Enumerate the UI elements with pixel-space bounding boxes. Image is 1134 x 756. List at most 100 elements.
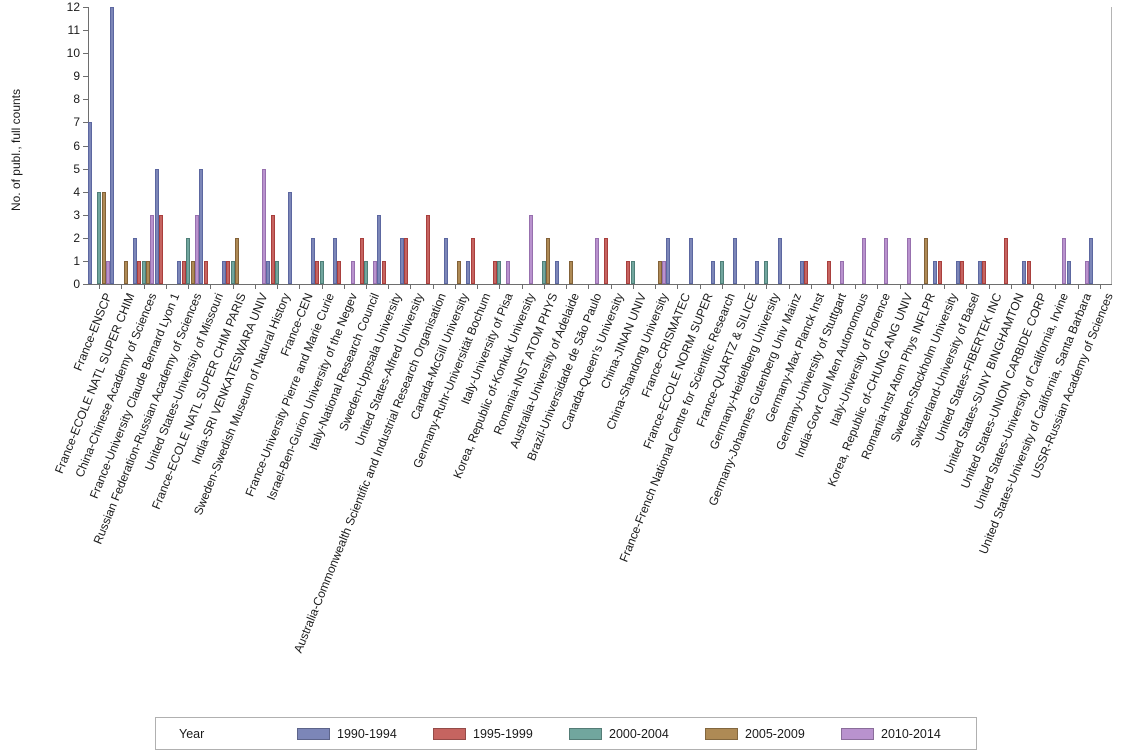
- x-tick-mark: [655, 285, 657, 289]
- x-tick-mark: [99, 285, 101, 289]
- bar: [457, 260, 462, 284]
- x-tick-mark: [899, 285, 901, 289]
- x-tick-mark: [1099, 285, 1101, 289]
- bar: [497, 260, 502, 284]
- bar: [310, 237, 315, 284]
- x-tick-mark: [766, 285, 768, 289]
- bar: [595, 237, 600, 284]
- bar: [1088, 237, 1093, 284]
- bar: [377, 214, 382, 284]
- y-tick-label: 0: [73, 277, 80, 291]
- bar: [982, 260, 987, 284]
- bar: [275, 260, 280, 284]
- bar: [937, 260, 942, 284]
- x-tick-mark: [788, 285, 790, 289]
- x-tick-mark: [499, 285, 501, 289]
- bar: [541, 260, 546, 284]
- legend-swatch: [705, 727, 738, 740]
- x-tick-mark: [699, 285, 701, 289]
- x-tick-mark: [833, 285, 834, 289]
- x-tick-mark: [210, 285, 212, 289]
- bar: [528, 214, 533, 284]
- x-tick-mark: [1010, 285, 1012, 289]
- bar: [1062, 237, 1067, 284]
- legend-item: 2010-2014: [841, 727, 977, 741]
- x-tick-mark: [877, 285, 879, 289]
- y-tick-label: 7: [73, 115, 80, 130]
- x-tick-mark: [1033, 285, 1035, 289]
- y-tick-mark: [83, 260, 88, 262]
- y-tick-label: 2: [73, 230, 80, 245]
- bar: [906, 237, 911, 284]
- bar: [404, 237, 409, 284]
- bar: [177, 260, 182, 284]
- bar: [110, 7, 115, 284]
- x-tick-mark: [254, 285, 256, 289]
- x-tick-mark: [165, 285, 167, 289]
- y-tick-label: 12: [66, 0, 80, 14]
- x-tick-mark: [410, 285, 412, 289]
- x-tick-mark: [343, 285, 345, 289]
- bar: [733, 237, 738, 284]
- legend-swatch: [841, 727, 874, 740]
- bar: [959, 260, 964, 284]
- y-tick-mark: [83, 214, 88, 216]
- y-tick-label: 1: [73, 253, 80, 268]
- x-tick-mark: [632, 285, 634, 289]
- bar: [604, 237, 609, 284]
- bar: [88, 122, 93, 284]
- legend-item-label: 2005-2009: [745, 726, 805, 741]
- legend-title: Year: [179, 726, 205, 741]
- x-tick-mark: [744, 285, 746, 289]
- x-tick-mark: [543, 285, 545, 289]
- bar: [270, 214, 275, 284]
- bar: [363, 260, 368, 284]
- bar: [470, 237, 475, 284]
- y-tick-label: 8: [73, 92, 80, 107]
- bar: [226, 260, 231, 284]
- x-tick-mark: [143, 285, 145, 289]
- x-axis-line: [88, 284, 1112, 285]
- x-tick-mark: [566, 285, 568, 289]
- bar: [337, 260, 342, 284]
- legend-item: 2005-2009: [705, 727, 841, 741]
- bar: [688, 237, 693, 284]
- y-tick-mark: [83, 53, 88, 55]
- x-tick-mark: [432, 285, 434, 289]
- bar: [266, 260, 271, 284]
- bar: [141, 260, 146, 284]
- y-tick-label: 3: [73, 207, 80, 222]
- y-tick-mark: [83, 7, 88, 8]
- x-tick-mark: [388, 285, 390, 289]
- x-tick-mark: [232, 285, 234, 289]
- legend-swatch: [569, 727, 602, 740]
- bar: [977, 260, 982, 284]
- legend-item: 2000-2004: [569, 727, 705, 741]
- bar: [826, 260, 831, 284]
- x-tick-mark: [277, 285, 279, 289]
- plot-right-border: [1111, 7, 1112, 284]
- bar: [235, 237, 239, 284]
- bar: [154, 168, 159, 284]
- bar: [1022, 260, 1027, 284]
- bar: [372, 260, 377, 284]
- bar: [123, 260, 128, 284]
- x-tick-mark: [677, 285, 679, 289]
- bar: [101, 191, 106, 284]
- bar: [799, 260, 804, 284]
- x-tick-mark: [1077, 285, 1079, 289]
- bar: [261, 168, 266, 284]
- legend-item: 1990-1994: [297, 727, 433, 741]
- y-tick-label: 10: [66, 46, 80, 61]
- bar: [106, 260, 110, 284]
- x-tick-mark: [810, 285, 812, 289]
- bar: [924, 237, 929, 284]
- bar: [199, 168, 204, 284]
- bar: [381, 260, 386, 284]
- y-tick-label: 9: [73, 69, 80, 84]
- x-tick-mark: [921, 285, 923, 289]
- bar: [350, 260, 355, 284]
- x-tick-mark: [588, 285, 590, 289]
- bar: [955, 260, 960, 284]
